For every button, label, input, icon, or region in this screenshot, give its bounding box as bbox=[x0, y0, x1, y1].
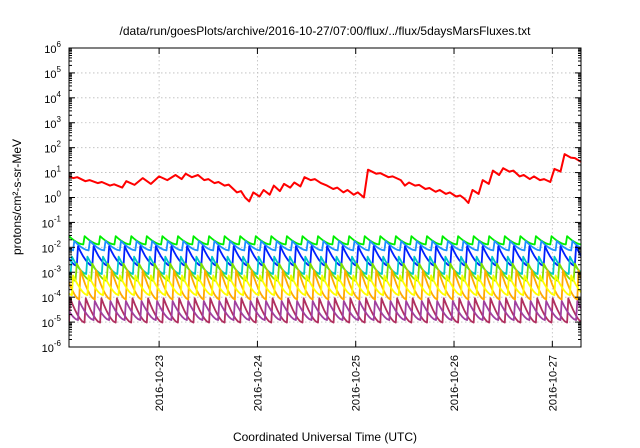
x-tick-label: 2016-10-25 bbox=[351, 355, 363, 411]
y-tick-label: 104 bbox=[44, 90, 61, 106]
series-line-2 bbox=[69, 240, 581, 252]
y-tick-label: 10-2 bbox=[42, 239, 62, 255]
y-tick-label: 10-4 bbox=[42, 289, 62, 305]
series-line-9 bbox=[69, 300, 581, 321]
y-axis-label: protons/cm²-s-sr-MeV bbox=[10, 139, 24, 255]
series-line-7 bbox=[69, 274, 581, 297]
x-tick-label: 2016-10-26 bbox=[449, 355, 461, 411]
y-tick-label: 105 bbox=[44, 65, 61, 81]
chart-title: /data/run/goesPlots/archive/2016-10-27/0… bbox=[120, 24, 532, 38]
x-tick-label: 2016-10-27 bbox=[547, 355, 559, 411]
series-line-0 bbox=[69, 153, 581, 204]
y-tick-label: 103 bbox=[44, 115, 61, 131]
y-tick-label: 102 bbox=[44, 140, 61, 156]
y-axis: 10-6 10-5 10-4 10-3 10-2 10-1 100 101 102 103 104 1… bbox=[42, 40, 581, 355]
x-tick-label: 2016-10-24 bbox=[252, 355, 264, 411]
y-tick-label: 106 bbox=[44, 40, 61, 56]
y-tick-label: 10-1 bbox=[42, 214, 62, 230]
y-tick-label: 10-6 bbox=[42, 339, 62, 355]
y-tick-label: 10-5 bbox=[42, 314, 62, 330]
grid bbox=[69, 48, 581, 347]
y-tick-label: 101 bbox=[44, 165, 61, 181]
y-tick-label: 10-3 bbox=[42, 264, 62, 280]
series-line-8 bbox=[69, 297, 581, 324]
x-axis: 2016-10-23 2016-10-24 2016-10-25 2016-10-26… bbox=[154, 48, 559, 411]
series-layer bbox=[69, 153, 581, 324]
x-axis-label: Coordinated Universal Time (UTC) bbox=[233, 430, 417, 444]
y-tick-label: 100 bbox=[44, 190, 61, 206]
x-tick-label: 2016-10-23 bbox=[154, 355, 166, 411]
